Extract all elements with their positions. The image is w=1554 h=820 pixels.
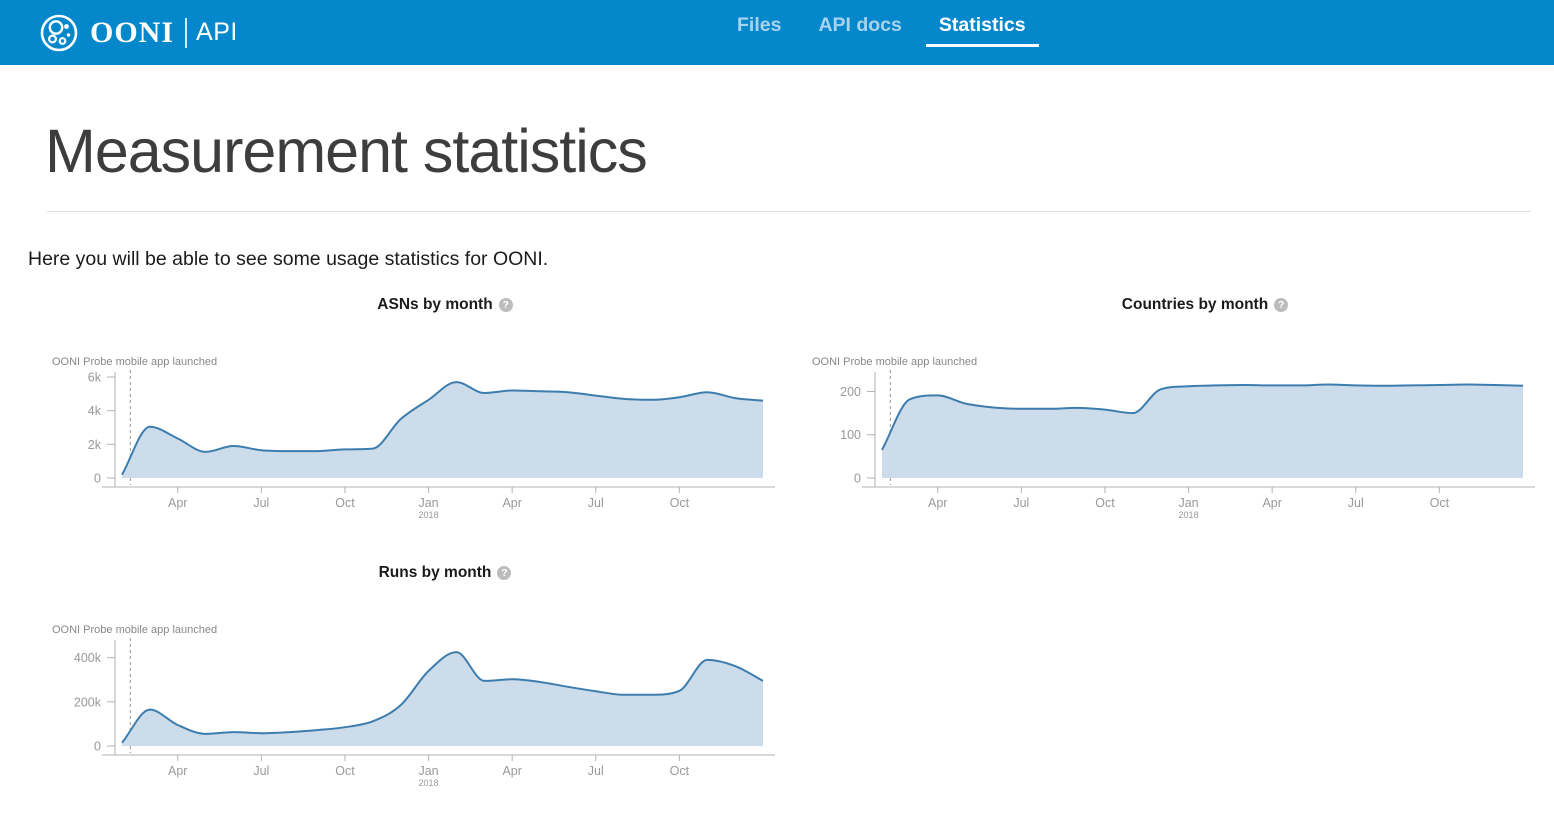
chart-title-countries: Countries by month? [805,296,1535,314]
svg-text:Apr: Apr [928,496,947,510]
svg-text:OONI Probe mobile app launched: OONI Probe mobile app launched [52,624,217,636]
svg-text:Jan: Jan [418,496,438,510]
svg-text:Oct: Oct [1430,496,1450,510]
help-icon[interactable]: ? [497,566,511,580]
svg-text:0: 0 [94,472,101,486]
chart-title-asns-label: ASNs by month [377,296,492,313]
svg-text:Apr: Apr [168,764,187,778]
svg-text:OONI Probe mobile app launched: OONI Probe mobile app launched [812,356,977,368]
chart-title-asns: ASNs by month? [45,296,775,314]
svg-text:Oct: Oct [670,496,690,510]
chart-title-runs-label: Runs by month [379,564,492,581]
brand-link[interactable]: OONI API [40,0,238,65]
svg-text:0: 0 [94,740,101,754]
svg-text:Oct: Oct [335,496,355,510]
nav-statistics[interactable]: Statistics [939,13,1026,65]
runs-chart: OONI Probe mobile app launched 0 200k 400k A… [45,620,775,798]
svg-text:Jan: Jan [1178,496,1198,510]
svg-text:Jan: Jan [418,764,438,778]
brand-divider [185,18,187,48]
svg-text:2018: 2018 [419,778,439,788]
svg-text:Apr: Apr [502,764,521,778]
page: OONI API Files API docs Statistics Measu… [0,0,1554,820]
ooni-logo-icon [40,14,78,52]
title-divider [47,211,1531,212]
svg-text:2018: 2018 [1179,510,1199,520]
svg-text:200k: 200k [74,695,102,709]
svg-text:2k: 2k [88,438,102,452]
svg-text:Oct: Oct [335,764,355,778]
svg-text:200: 200 [840,385,861,399]
svg-text:Oct: Oct [1095,496,1115,510]
svg-text:Apr: Apr [168,496,187,510]
chart-title-countries-label: Countries by month [1122,296,1268,313]
svg-text:400k: 400k [74,651,102,665]
svg-text:Jul: Jul [253,496,269,510]
svg-text:6k: 6k [88,371,102,385]
svg-text:Apr: Apr [1262,496,1281,510]
intro-text: Here you will be able to see some usage … [28,248,548,271]
svg-text:0: 0 [854,472,861,486]
svg-text:4k: 4k [88,404,102,418]
main-nav: Files API docs Statistics [737,0,1026,65]
app-header: OONI API Files API docs Statistics [0,0,1554,65]
svg-text:Jul: Jul [1013,496,1029,510]
countries-chart: OONI Probe mobile app launched 0 100 200 Apr… [805,352,1535,530]
chart-title-runs: Runs by month? [45,564,775,582]
svg-text:Jul: Jul [588,764,604,778]
svg-text:Oct: Oct [670,764,690,778]
svg-text:Jul: Jul [588,496,604,510]
svg-text:100: 100 [840,428,861,442]
svg-text:2018: 2018 [419,510,439,520]
asns-chart: OONI Probe mobile app launched 0 2k 4k 6k Apr… [45,352,775,530]
svg-text:OONI Probe mobile app launched: OONI Probe mobile app launched [52,356,217,368]
brand-name: OONI [90,16,174,50]
nav-api-docs[interactable]: API docs [818,13,901,65]
brand-suffix: API [196,18,238,47]
svg-text:Jul: Jul [253,764,269,778]
help-icon[interactable]: ? [499,298,513,312]
svg-text:Apr: Apr [502,496,521,510]
help-icon[interactable]: ? [1274,298,1288,312]
page-title: Measurement statistics [45,116,647,186]
nav-files[interactable]: Files [737,13,781,65]
svg-text:Jul: Jul [1348,496,1364,510]
